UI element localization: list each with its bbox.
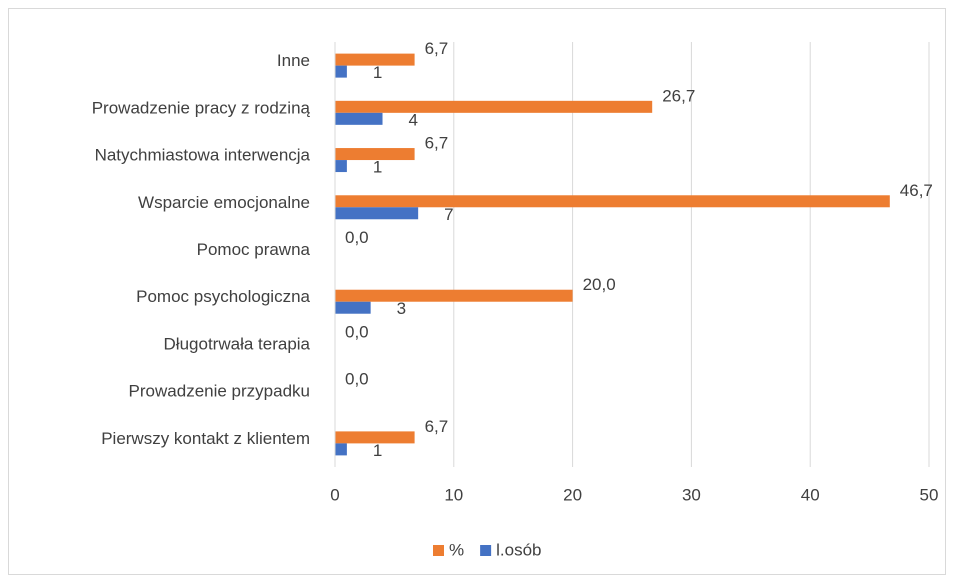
data-label: 0,0 — [345, 370, 369, 389]
data-label: 0,0 — [345, 228, 369, 247]
y-tick-label: Długotrwała terapia — [164, 334, 311, 353]
bar — [335, 443, 347, 456]
data-label: 6,7 — [425, 134, 449, 153]
bar — [335, 195, 890, 208]
data-label: 20,0 — [583, 275, 616, 294]
x-tick-label: 0 — [330, 485, 339, 504]
bar — [335, 207, 419, 220]
bar — [335, 431, 415, 444]
data-label: 6,7 — [425, 39, 449, 58]
bar — [335, 100, 653, 113]
y-tick-label: Natychmiastowa interwencja — [95, 146, 311, 165]
x-tick-label: 50 — [920, 485, 939, 504]
bar — [335, 112, 383, 125]
bar — [335, 301, 371, 314]
bar — [335, 148, 415, 161]
data-label: 4 — [409, 110, 418, 129]
data-label: 26,7 — [662, 86, 695, 105]
legend-label: l.osób — [496, 540, 541, 559]
y-tick-label: Prowadzenie pracy z rodziną — [92, 98, 311, 117]
legend-label: % — [449, 540, 464, 559]
data-label: 0,0 — [345, 322, 369, 341]
x-tick-label: 20 — [563, 485, 582, 504]
x-tick-label: 40 — [801, 485, 820, 504]
y-tick-label: Pomoc prawna — [197, 240, 311, 259]
bar — [335, 65, 347, 78]
data-label: 6,7 — [425, 417, 449, 436]
data-label: 1 — [373, 158, 382, 177]
x-tick-label: 10 — [444, 485, 463, 504]
bar — [335, 160, 347, 173]
y-tick-label: Pomoc psychologiczna — [136, 287, 310, 306]
data-label: 1 — [373, 441, 382, 460]
y-tick-label: Wsparcie emocjonalne — [138, 193, 310, 212]
legend-swatch — [433, 545, 444, 556]
bar — [335, 53, 415, 66]
legend-swatch — [480, 545, 492, 556]
y-tick-label: Inne — [277, 51, 310, 70]
y-tick-label: Prowadzenie przypadku — [129, 382, 310, 401]
data-label: 1 — [373, 63, 382, 82]
data-label: 7 — [444, 205, 453, 224]
bar — [335, 289, 573, 302]
data-label: 3 — [397, 299, 406, 318]
x-tick-label: 30 — [682, 485, 701, 504]
data-label: 46,7 — [900, 181, 933, 200]
y-tick-label: Pierwszy kontakt z klientem — [101, 429, 310, 448]
